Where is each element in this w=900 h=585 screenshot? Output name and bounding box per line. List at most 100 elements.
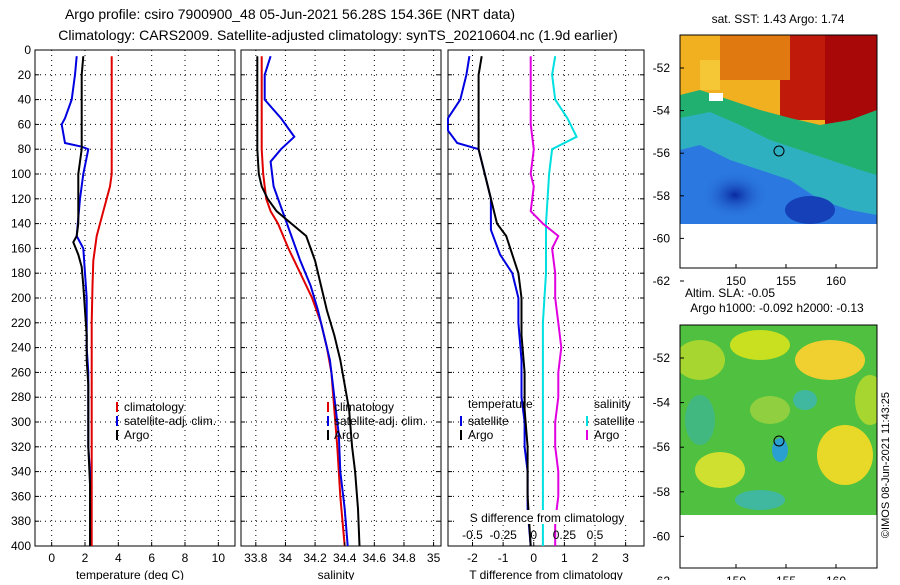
series-line-t-satellite bbox=[447, 56, 532, 547]
x-tick-label: -1 bbox=[498, 551, 509, 565]
difference-series bbox=[447, 56, 578, 547]
temperature-panel: 0204060801001201401601802002202402602803… bbox=[11, 43, 236, 582]
legend-label-climatology: climatology bbox=[124, 400, 184, 414]
legend-label-satellite: satellite-adj. clim. bbox=[334, 414, 426, 428]
difference-panel: -2 -1 0 1 2 3 -0.5 -0.25 0 0.25 0.5 T difference f… bbox=[447, 49, 645, 582]
legend-label-t-argo: Argo bbox=[468, 428, 494, 442]
y-tick-label: 160 bbox=[11, 241, 31, 255]
legend-swatch-satellite bbox=[327, 416, 329, 426]
difference-x2-label: S difference from climatology bbox=[470, 511, 625, 525]
legend-swatch-climatology bbox=[116, 402, 118, 412]
map-x-tick-label: 150 bbox=[726, 274, 746, 288]
map-y-tick-label: -56 bbox=[653, 440, 671, 454]
legend-swatch-argo bbox=[116, 430, 118, 440]
sst-map-image bbox=[680, 35, 877, 224]
sst-map-title: sat. SST: 1.43 Argo: 1.74 bbox=[712, 12, 845, 26]
legend-label-argo: Argo bbox=[334, 428, 360, 442]
salinity-x-label: salinity bbox=[318, 568, 355, 580]
x-tick-label: 33.8 bbox=[244, 551, 268, 565]
map-y-tick-label: -60 bbox=[653, 529, 671, 543]
x2-tick-label: 0.5 bbox=[587, 528, 604, 542]
x2-tick-label: 0.25 bbox=[553, 528, 577, 542]
x-tick-label: 6 bbox=[148, 551, 155, 565]
legend-label-t-satellite: satellite bbox=[468, 414, 509, 428]
series-line-s-satellite bbox=[541, 56, 578, 546]
legend-swatch-t-argo bbox=[460, 430, 462, 440]
y-tick-label: 380 bbox=[11, 514, 31, 528]
map-y-tick-label: -58 bbox=[653, 189, 671, 203]
map-x-tick-label: 160 bbox=[826, 274, 846, 288]
x-tick-label: 3 bbox=[622, 551, 629, 565]
y-tick-label: 280 bbox=[11, 390, 31, 404]
sla-map: Altim. SLA: -0.05 Argo h1000: -0.092 h20… bbox=[653, 286, 878, 585]
x-tick-label: 34.4 bbox=[333, 551, 357, 565]
x-tick-label: 2 bbox=[82, 551, 89, 565]
title-line-1: Argo profile: csiro 7900900_48 05-Jun-20… bbox=[65, 6, 515, 22]
difference-x-label: T difference from climatology bbox=[469, 568, 623, 580]
difference-plot-frame bbox=[447, 49, 645, 547]
temperature-ticks: 0204060801001201401601802002202402602803… bbox=[11, 43, 235, 565]
x-tick-label: -2 bbox=[467, 551, 478, 565]
sst-map-frame bbox=[679, 34, 878, 269]
title-line-2: Climatology: CARS2009. Satellite-adjuste… bbox=[58, 27, 618, 43]
x-tick-label: 34.8 bbox=[392, 551, 416, 565]
x-tick-label: 34.6 bbox=[363, 551, 387, 565]
y-tick-label: 300 bbox=[11, 415, 31, 429]
map-x-tick-label: 155 bbox=[776, 274, 796, 288]
series-line-satellite-adj-clim- bbox=[263, 55, 349, 547]
map-y-tick-label: -54 bbox=[653, 104, 671, 118]
salinity-series bbox=[256, 55, 361, 547]
series-line-argo bbox=[72, 56, 91, 546]
y-tick-label: 260 bbox=[11, 365, 31, 379]
legend-swatch-s-argo bbox=[586, 430, 588, 440]
sla-map-image bbox=[680, 325, 877, 515]
legend-swatch-argo bbox=[327, 430, 329, 440]
y-tick-label: 140 bbox=[11, 217, 31, 231]
legend-title-salinity: salinity bbox=[594, 397, 631, 411]
series-line-argo bbox=[256, 56, 361, 547]
map-y-tick-label: -58 bbox=[653, 485, 671, 499]
legend-label-s-satellite: satellite bbox=[594, 414, 635, 428]
y-tick-label: 340 bbox=[11, 465, 31, 479]
sst-map-ticks: 150 155 160 -52 -54 -56 -58 -60 -62 bbox=[653, 61, 847, 288]
x-tick-label: 1 bbox=[561, 551, 568, 565]
map-y-tick-label: -56 bbox=[653, 146, 671, 160]
salinity-legend: climatology satellite-adj. clim. Argo bbox=[327, 400, 426, 442]
series-line-t-argo bbox=[477, 56, 532, 547]
series-line-s-argo bbox=[529, 56, 563, 546]
map-y-tick-label: -54 bbox=[653, 396, 671, 410]
legend-swatch-climatology bbox=[327, 402, 329, 412]
x-tick-label: 0 bbox=[48, 551, 55, 565]
x-tick-label: 8 bbox=[182, 551, 189, 565]
map-y-tick-label: -52 bbox=[653, 61, 671, 75]
temperature-series bbox=[60, 56, 113, 546]
y-tick-label: 200 bbox=[11, 291, 31, 305]
y-tick-label: 240 bbox=[11, 341, 31, 355]
difference-ticks: -2 -1 0 1 2 3 -0.5 -0.25 0 0.25 0.5 bbox=[448, 49, 644, 565]
sla-map-title-2: Argo h1000: -0.092 h2000: -0.13 bbox=[690, 301, 864, 315]
x-tick-label: 10 bbox=[212, 551, 226, 565]
x-tick-label: 35 bbox=[427, 551, 441, 565]
y-tick-label: 60 bbox=[18, 117, 32, 131]
x-tick-label: 0 bbox=[530, 551, 537, 565]
y-tick-label: 0 bbox=[24, 43, 31, 57]
legend-title-temperature: temperature bbox=[468, 397, 533, 411]
map-y-tick-label: -62 bbox=[653, 274, 671, 288]
temperature-difference-legend: temperature satellite Argo bbox=[460, 397, 533, 442]
x-tick-label: 4 bbox=[115, 551, 122, 565]
map-x-tick-label: 160 bbox=[826, 574, 846, 580]
x2-tick-label: 0 bbox=[530, 528, 537, 542]
x-tick-label: 34 bbox=[279, 551, 293, 565]
y-tick-label: 180 bbox=[11, 266, 31, 280]
x2-tick-label: -0.5 bbox=[462, 528, 483, 542]
temperature-grid bbox=[35, 50, 235, 546]
series-line-satellite-adj-clim- bbox=[60, 56, 91, 546]
map-y-tick-label: -62 bbox=[653, 574, 671, 580]
salinity-panel: 33.8 34 34.2 34.4 34.6 34.8 35 salinity climat… bbox=[240, 49, 442, 582]
y-tick-label: 360 bbox=[11, 489, 31, 503]
y-tick-label: 320 bbox=[11, 440, 31, 454]
series-line-climatology bbox=[260, 56, 346, 547]
legend-swatch-t-satellite bbox=[460, 416, 462, 426]
legend-label-s-argo: Argo bbox=[594, 428, 620, 442]
